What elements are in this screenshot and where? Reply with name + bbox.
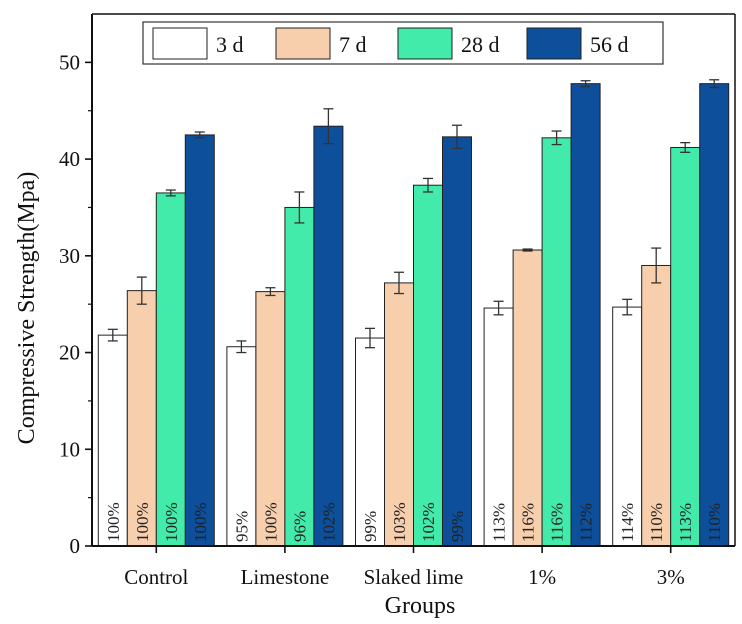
bar-percent-label: 113%	[490, 503, 509, 542]
bar-7d-2	[384, 282, 414, 547]
y-tick-label: 30	[59, 244, 80, 268]
bar-56d-4	[699, 83, 730, 547]
x-tick-label: 3%	[657, 565, 685, 589]
bar-3d-1	[226, 346, 257, 547]
bar-percent-label: 110%	[647, 503, 666, 542]
bar-3d-0	[97, 334, 128, 547]
x-axis-title: Groups	[385, 593, 456, 619]
bar-percent-label: 116%	[548, 503, 567, 542]
bar-percent-label: 96%	[290, 511, 309, 542]
legend: 3 d 7 d 28 d 56 d	[142, 21, 664, 65]
legend-swatch	[152, 27, 208, 60]
x-tick-label: Slaked lime	[364, 565, 464, 589]
legend-swatch	[526, 27, 582, 60]
legend-swatch	[397, 27, 453, 60]
y-tick-label: 20	[59, 341, 80, 365]
bar-28d-4	[670, 146, 701, 547]
bar-percent-label: 112%	[577, 503, 596, 542]
bar-7d-3	[512, 249, 543, 547]
y-axis-title: Compressive Strength(Mpa)	[14, 172, 40, 445]
x-tick-label: Control	[124, 565, 188, 589]
bar-56d-3	[570, 83, 601, 547]
bar-28d-3	[541, 137, 572, 547]
bar-percent-label: 100%	[261, 502, 280, 542]
bar-percent-label: 100%	[104, 502, 123, 542]
bars-layer	[97, 83, 730, 547]
bar-percent-label: 99%	[448, 511, 467, 542]
bar-percent-label: 102%	[419, 502, 438, 542]
y-tick-label: 10	[59, 437, 80, 461]
bar-percent-label: 95%	[232, 511, 251, 542]
y-tick-label: 0	[70, 534, 81, 558]
bar-percent-label: 100%	[191, 502, 210, 542]
legend-label: 56 d	[590, 32, 629, 57]
bar-56d-2	[442, 136, 472, 547]
bar-percent-label: 100%	[162, 502, 181, 542]
bar-percent-label: 100%	[133, 502, 152, 542]
error-bars-layer	[107, 79, 720, 354]
legend-label: 3 d	[216, 32, 244, 57]
x-tick-label: 1%	[528, 565, 556, 589]
axes-layer: 0 10 20 30 40 50 Control Limestone Slaked lime 1%…	[59, 13, 736, 589]
bar-percent-label: 113%	[676, 503, 695, 542]
bar-percent-label: 99%	[361, 511, 380, 542]
bar-7d-0	[126, 290, 157, 547]
bar-labels-layer: 100% 95% 99% 113% 114% 100% 100% 103% 116% 110% 10…	[104, 502, 724, 542]
legend-label: 28 d	[461, 32, 500, 57]
bar-28d-1	[284, 206, 315, 547]
bar-percent-label: 110%	[705, 503, 724, 542]
y-tick-label: 50	[59, 50, 80, 74]
bar-56d-0	[184, 134, 215, 547]
legend-label: 7 d	[339, 32, 367, 57]
x-tick-label: Limestone	[241, 565, 330, 589]
bar-28d-2	[413, 184, 443, 547]
legend-swatch	[275, 27, 331, 60]
bar-percent-label: 116%	[519, 503, 538, 542]
bar-percent-label: 114%	[618, 503, 637, 542]
bar-28d-0	[155, 192, 186, 547]
bar-56d-1	[313, 125, 344, 547]
bar-percent-label: 102%	[319, 502, 338, 542]
bar-percent-label: 103%	[390, 502, 409, 542]
y-tick-label: 40	[59, 147, 80, 171]
